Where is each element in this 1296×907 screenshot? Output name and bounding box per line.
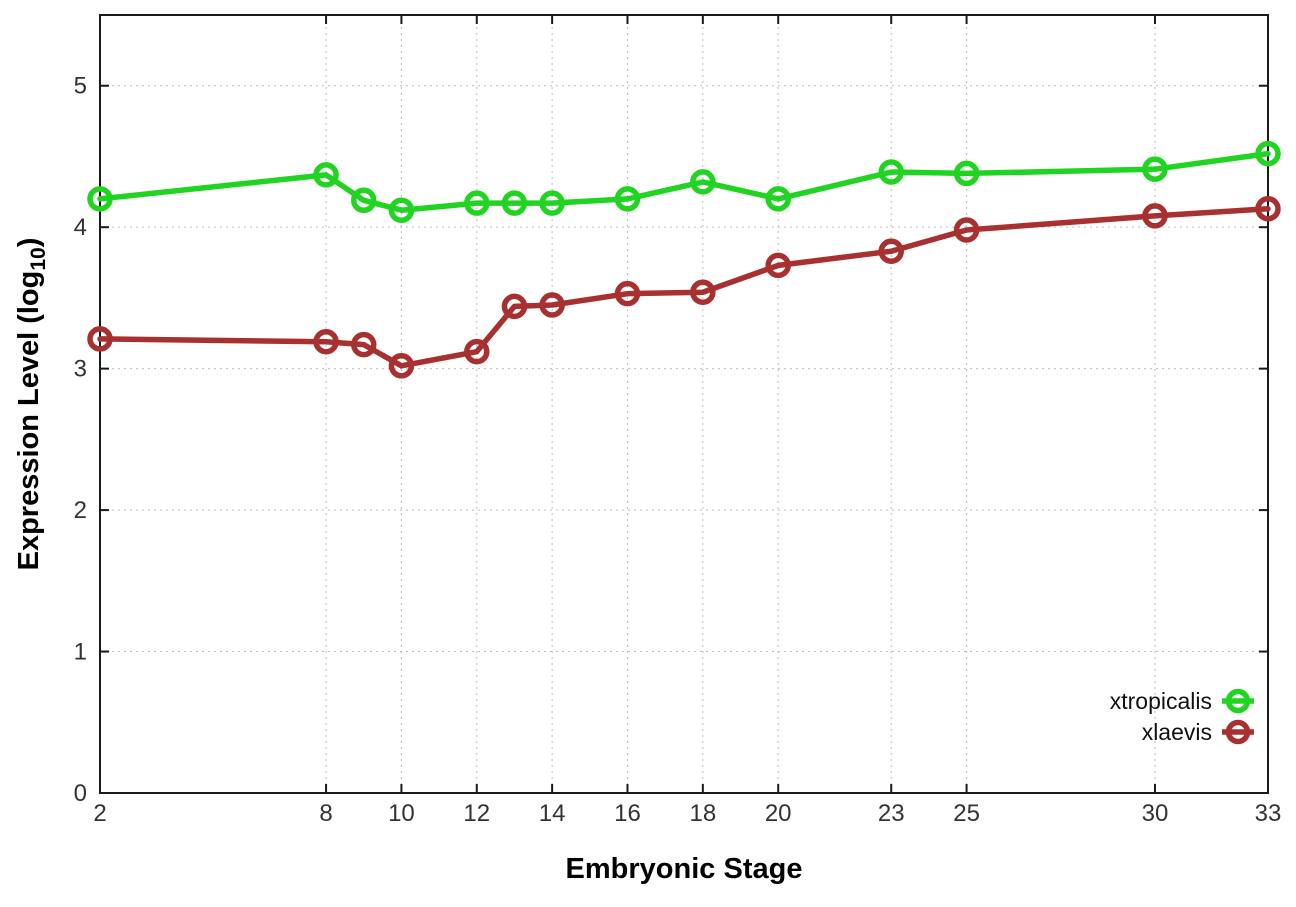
y-tick-label: 3 (74, 356, 87, 383)
legend-label-xlaevis: xlaevis (1142, 719, 1212, 745)
data-point-xtropicalis (464, 190, 490, 216)
data-point-xtropicalis (313, 162, 339, 188)
data-point-xtropicalis (350, 187, 377, 214)
data-point-xtropicalis (501, 190, 528, 216)
data-point-xlaevis (878, 238, 904, 264)
data-point-xlaevis (539, 292, 565, 318)
x-tick-label: 18 (689, 800, 716, 827)
y-tick-label: 4 (74, 214, 87, 241)
legend-marker-xtropicalis (1225, 688, 1251, 714)
data-point-xlaevis (953, 217, 980, 243)
data-point-xlaevis (501, 293, 528, 320)
data-point-xlaevis (313, 329, 339, 355)
x-tick-label: 33 (1255, 800, 1282, 827)
y-axis-title: Expression Level (log10) (13, 238, 50, 571)
data-point-xlaevis (1142, 203, 1168, 229)
legend-marker-xlaevis (1225, 719, 1251, 745)
data-point-xtropicalis (87, 186, 113, 212)
x-tick-label: 16 (614, 800, 641, 827)
data-point-xtropicalis (1142, 156, 1168, 182)
data-point-xlaevis (464, 338, 490, 365)
y-tick-label: 5 (74, 73, 87, 100)
x-tick-label: 10 (388, 800, 415, 827)
y-tick-label: 2 (74, 497, 87, 524)
x-tick-label: 20 (765, 800, 792, 827)
data-point-xtropicalis (878, 159, 904, 185)
data-point-xtropicalis (953, 160, 980, 187)
data-point-xtropicalis (388, 197, 415, 223)
data-point-xtropicalis (1255, 140, 1281, 167)
legend-label-xtropicalis: xtropicalis (1110, 688, 1212, 714)
x-tick-label: 25 (953, 800, 980, 827)
data-point-xlaevis (388, 353, 415, 379)
y-tick-label: 0 (74, 780, 87, 807)
x-tick-label: 8 (319, 800, 332, 827)
x-tick-label: 2 (93, 800, 106, 827)
data-point-xtropicalis (690, 169, 716, 195)
x-tick-label: 30 (1142, 800, 1169, 827)
data-point-xtropicalis (539, 190, 565, 216)
plot-border (99, 14, 1269, 794)
data-point-xlaevis (350, 331, 377, 358)
data-point-xlaevis (690, 279, 716, 306)
y-tick-label: 1 (74, 639, 87, 666)
data-point-xlaevis (765, 252, 791, 279)
data-point-xlaevis (1255, 196, 1281, 222)
data-point-xtropicalis (765, 186, 791, 212)
x-tick-label: 12 (463, 800, 490, 827)
data-point-xtropicalis (614, 186, 641, 212)
x-tick-label: 14 (539, 800, 566, 827)
series-line-xlaevis (97, 206, 1271, 369)
x-tick-label: 23 (878, 800, 905, 827)
data-point-xlaevis (87, 326, 113, 352)
data-point-xlaevis (614, 280, 641, 307)
x-axis-title: Embryonic Stage (566, 853, 803, 885)
